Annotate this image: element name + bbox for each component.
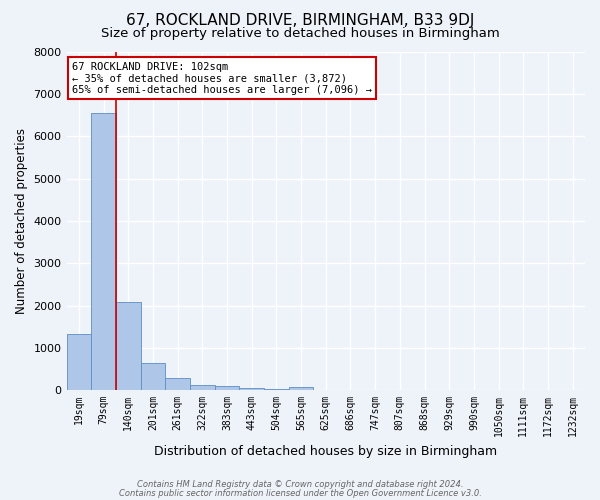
Bar bbox=[190, 384, 215, 390]
Bar bbox=[215, 386, 239, 390]
Bar bbox=[239, 388, 264, 390]
X-axis label: Distribution of detached houses by size in Birmingham: Distribution of detached houses by size … bbox=[154, 444, 497, 458]
Text: 67, ROCKLAND DRIVE, BIRMINGHAM, B33 9DJ: 67, ROCKLAND DRIVE, BIRMINGHAM, B33 9DJ bbox=[126, 12, 474, 28]
Text: 67 ROCKLAND DRIVE: 102sqm
← 35% of detached houses are smaller (3,872)
65% of se: 67 ROCKLAND DRIVE: 102sqm ← 35% of detac… bbox=[72, 62, 372, 95]
Bar bbox=[91, 113, 116, 390]
Bar bbox=[289, 387, 313, 390]
Text: Size of property relative to detached houses in Birmingham: Size of property relative to detached ho… bbox=[101, 28, 499, 40]
Bar bbox=[67, 334, 91, 390]
Bar bbox=[264, 389, 289, 390]
Text: Contains public sector information licensed under the Open Government Licence v3: Contains public sector information licen… bbox=[119, 488, 481, 498]
Y-axis label: Number of detached properties: Number of detached properties bbox=[15, 128, 28, 314]
Bar bbox=[116, 302, 140, 390]
Text: Contains HM Land Registry data © Crown copyright and database right 2024.: Contains HM Land Registry data © Crown c… bbox=[137, 480, 463, 489]
Bar bbox=[165, 378, 190, 390]
Bar bbox=[140, 363, 165, 390]
